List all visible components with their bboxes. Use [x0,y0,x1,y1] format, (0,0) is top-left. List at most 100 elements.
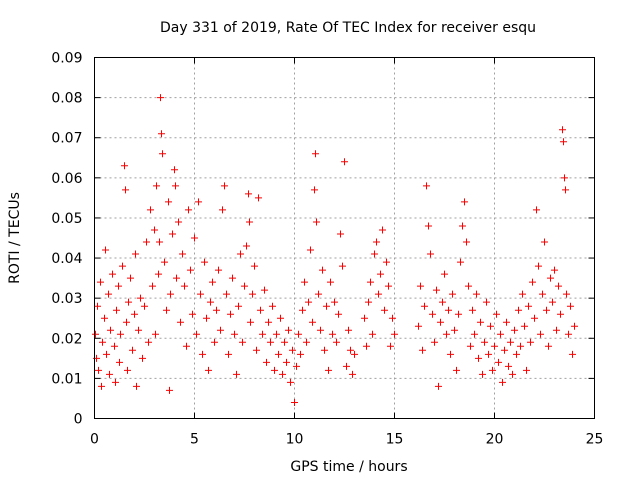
data-point [560,138,567,146]
data-point [109,270,116,278]
data-point [117,330,124,338]
data-point [481,338,488,346]
y-tick-label: 0.05 [51,211,82,227]
data-point [227,310,234,318]
data-point [347,346,354,354]
data-point [459,222,466,230]
data-point [365,298,372,306]
data-point [151,226,158,234]
data-point [549,298,556,306]
data-point [497,330,504,338]
data-point [567,302,574,310]
data-point [569,350,576,358]
data-point [361,314,368,322]
data-point [363,342,370,350]
data-point [159,150,166,158]
data-point [113,306,120,314]
data-point [475,354,482,362]
data-point [563,290,570,298]
data-point [457,258,464,266]
data-point [453,366,460,374]
data-point [441,270,448,278]
data-point [251,262,258,270]
data-point [235,302,242,310]
data-point [541,238,548,246]
x-axis-ticks: 0 5 10 15 20 25 [90,57,604,448]
data-point [273,330,280,338]
data-point [433,286,440,294]
data-point [523,366,530,374]
data-point [545,342,552,350]
data-point [425,222,432,230]
data-point [215,266,222,274]
data-point [281,338,288,346]
x-tick-label: 10 [286,432,304,448]
data-point [327,278,334,286]
data-point [167,290,174,298]
data-point [165,198,172,206]
x-tick-label: 25 [586,432,604,448]
data-point [391,330,398,338]
data-point [197,290,204,298]
data-point [427,250,434,258]
data-point [143,238,150,246]
data-point [187,266,194,274]
data-point [129,346,136,354]
data-point [343,362,350,370]
data-point [333,338,340,346]
data-point [539,290,546,298]
data-point [183,342,190,350]
data-point [329,330,336,338]
data-point [229,274,236,282]
y-tick-label: 0 [74,412,83,428]
data-point [163,306,170,314]
data-point [217,326,224,334]
data-point [515,306,522,314]
data-point [301,278,308,286]
data-point [122,186,129,194]
data-point [565,330,572,338]
data-point [449,290,456,298]
data-point [387,342,394,350]
data-point [95,366,102,374]
data-point [465,282,472,290]
data-point [507,338,514,346]
data-point [537,330,544,338]
data-point [132,250,139,258]
plot-frame [94,57,595,419]
data-point [562,186,569,194]
data-point [323,302,330,310]
data-point [547,274,554,282]
data-point [381,306,388,314]
data-point [557,310,564,318]
data-point [527,338,534,346]
data-point [429,310,436,318]
data-point [467,342,474,350]
data-point [519,290,526,298]
data-point [525,302,532,310]
data-point [125,298,132,306]
data-point [155,270,162,278]
data-point [255,194,262,202]
data-point [115,282,122,290]
data-point [121,162,128,170]
data-point [172,182,179,190]
data-point [503,318,510,326]
data-point [451,326,458,334]
data-point [101,314,108,322]
data-point [199,350,206,358]
data-point [141,302,148,310]
data-point [313,218,320,226]
data-point [321,346,328,354]
data-point [97,278,104,286]
data-point [285,326,292,334]
data-point [239,338,246,346]
x-tick-label: 0 [90,432,99,448]
data-point [505,362,512,370]
data-point [309,318,316,326]
data-point [171,166,178,174]
data-point [107,326,114,334]
data-point [223,290,230,298]
